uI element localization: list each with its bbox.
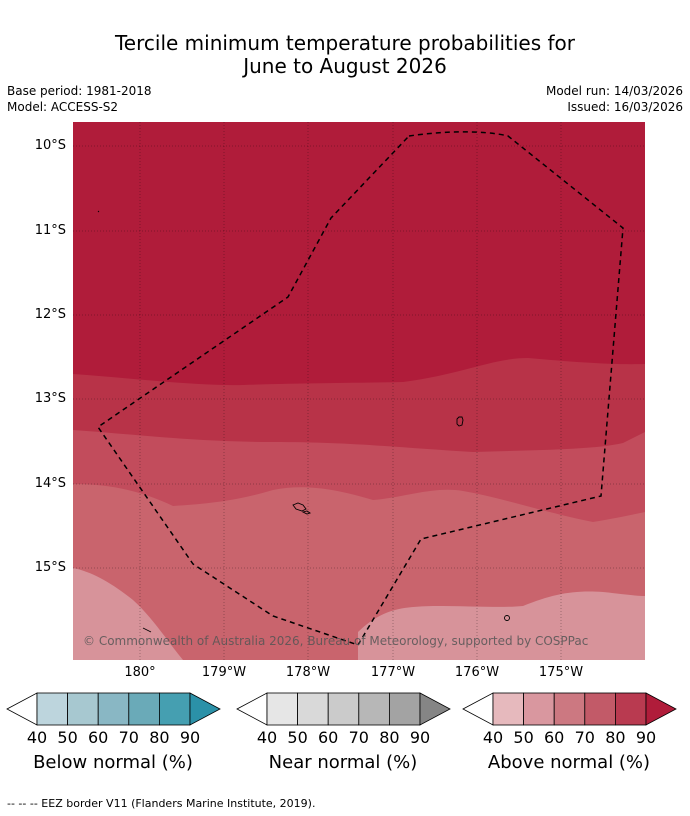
near-cell-2	[297, 692, 329, 726]
eez-footnote: -- -- -- EEZ border V11 (Flanders Marine…	[7, 797, 316, 810]
near-cell-6	[419, 692, 451, 726]
islands	[97, 210, 510, 633]
below-tick-70: 70	[118, 728, 139, 747]
above-tick-90: 90	[635, 728, 657, 747]
issued-date: Issued: 16/03/2026	[567, 100, 683, 114]
below-cell-1	[36, 692, 69, 726]
meta-right: Model run: 14/03/2026 Issued: 16/03/2026	[546, 83, 683, 115]
near-cell-4	[358, 692, 390, 726]
near-cell-0	[236, 692, 268, 726]
below-tick-80: 80	[149, 728, 170, 747]
near-cell-3	[327, 692, 360, 726]
lat-label-12s: 12°S	[34, 307, 66, 322]
near-tick-80: 80	[379, 728, 400, 747]
above-cell-0	[462, 692, 494, 726]
near-normal-label: Near normal (%)	[268, 752, 418, 773]
above-cell-4	[584, 692, 616, 726]
lat-label-14s: 14°S	[34, 476, 66, 491]
map-title: Tercile minimum temperature probabilitie…	[0, 32, 690, 78]
above-tick-70: 70	[574, 728, 595, 747]
near-tick-60: 60	[318, 728, 339, 747]
above-cell-1	[492, 692, 525, 726]
lat-label-11s: 11°S	[34, 223, 66, 238]
colorbar-below-normal	[6, 692, 221, 726]
lon-label-176w: 176°W	[454, 665, 500, 680]
above-cell-6	[645, 692, 677, 726]
below-normal-label: Below normal (%)	[33, 752, 193, 773]
near-tick-40: 40	[256, 728, 278, 747]
eez-border	[96, 131, 624, 646]
above-tick-60: 60	[544, 728, 565, 747]
probability-map	[73, 122, 645, 660]
colorbar-near-normal	[236, 692, 451, 726]
above-cell-5	[615, 692, 647, 726]
near-tick-70: 70	[348, 728, 369, 747]
lon-label-177w: 177°W	[370, 665, 416, 680]
base-period: Base period: 1981-2018	[7, 84, 152, 98]
lat-label-10s: 10°S	[34, 138, 66, 153]
model-name: Model: ACCESS-S2	[7, 100, 119, 114]
above-tick-40: 40	[482, 728, 504, 747]
island-north-west	[97, 210, 100, 213]
below-tick-40: 40	[26, 728, 48, 747]
island-south-west	[142, 627, 152, 633]
near-cell-1	[266, 692, 299, 726]
meta-left: Base period: 1981-2018 Model: ACCESS-S2	[7, 83, 152, 115]
above-cell-3	[553, 692, 586, 726]
graticule	[73, 122, 645, 660]
below-cell-0	[6, 692, 38, 726]
title-line-1: Tercile minimum temperature probabilitie…	[114, 31, 576, 55]
below-tick-90: 90	[179, 728, 201, 747]
lon-label-179w: 179°W	[201, 665, 247, 680]
below-tick-60: 60	[88, 728, 109, 747]
island-group-south-islet	[301, 510, 312, 515]
near-tick-50: 50	[287, 728, 308, 747]
colorbar-above-normal	[462, 692, 677, 726]
below-tick-50: 50	[57, 728, 78, 747]
island-group-south	[292, 502, 307, 512]
lon-label-175w: 175°W	[538, 665, 584, 680]
below-cell-5	[158, 692, 191, 726]
above-cell-2	[523, 692, 555, 726]
copyright-notice: © Commonwealth of Australia 2026, Bureau…	[83, 634, 589, 648]
island-central-east	[456, 416, 464, 427]
near-tick-90: 90	[409, 728, 431, 747]
model-run: Model run: 14/03/2026	[545, 84, 683, 98]
above-tick-50: 50	[513, 728, 534, 747]
zone-above-50	[73, 568, 645, 660]
above-normal-label: Above normal (%)	[487, 752, 651, 773]
below-cell-2	[67, 692, 99, 726]
above-tick-80: 80	[605, 728, 626, 747]
lon-label-178w: 178°W	[285, 665, 331, 680]
below-cell-6	[189, 692, 221, 726]
below-cell-4	[128, 692, 160, 726]
below-cell-3	[97, 692, 130, 726]
lat-label-15s: 15°S	[34, 560, 66, 575]
colorbars	[6, 692, 677, 726]
near-cell-5	[388, 692, 421, 726]
island-south-east	[504, 615, 510, 621]
lon-label-180: 180°	[124, 665, 156, 680]
lat-label-13s: 13°S	[34, 391, 66, 406]
title-line-2: June to August 2026	[243, 54, 447, 78]
